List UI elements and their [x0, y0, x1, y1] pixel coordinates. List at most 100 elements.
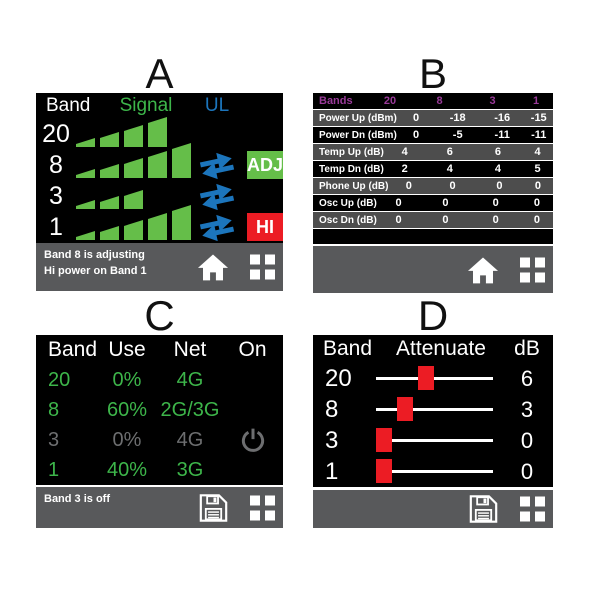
save-icon [469, 495, 498, 523]
slider-track[interactable] [376, 377, 493, 380]
save-button[interactable] [199, 493, 228, 522]
on-column-header: On [238, 338, 267, 361]
cell-value: 6 [446, 146, 453, 158]
cell-value: -16 [494, 112, 511, 124]
use-value: 0% [112, 428, 142, 451]
cell-value: 0 [449, 180, 456, 192]
menu-button[interactable] [250, 495, 275, 520]
cell-value: 4 [446, 163, 453, 175]
status-bar-a: Band 8 is adjusting Hi power on Band 1 [36, 243, 283, 291]
home-button[interactable] [198, 254, 228, 281]
row-label: Temp Up (dB) [319, 146, 384, 158]
signal-bar [148, 151, 167, 178]
adj-button[interactable]: ADJ [247, 151, 283, 179]
status-bar-icons [468, 256, 545, 283]
save-icon [199, 493, 228, 522]
slider-track[interactable] [376, 408, 493, 411]
db-value: 6 [520, 366, 534, 391]
cell-value: 0 [442, 214, 449, 226]
menu-grid-icon [250, 495, 275, 520]
band-number: 1 [325, 458, 339, 485]
cell-value: 0 [496, 180, 503, 192]
usage-screen-header: Band Use Net On [36, 335, 283, 365]
band-number: 8 [49, 151, 63, 179]
panel-c: C Band Use Net On 20 0% 4G 8 60% 2G/3G 3 0% 4G 1… [36, 292, 283, 528]
cell-value: 4 [534, 146, 541, 158]
table-header-cell: 8 [436, 95, 443, 107]
db-column-header: dB [514, 337, 540, 360]
use-value: 40% [106, 458, 148, 481]
cell-value: 0 [533, 214, 540, 226]
band-number: 3 [325, 427, 339, 454]
row-label: Temp Dn (dB) [319, 163, 384, 175]
menu-button[interactable] [250, 254, 275, 280]
status-bar-icons [198, 254, 275, 281]
signal-bar [100, 226, 119, 240]
band-number: 3 [48, 428, 60, 451]
status-bar-c: Band 3 is off [36, 487, 283, 528]
table-header-cell: 20 [383, 95, 397, 107]
signal-bar [124, 220, 143, 240]
hi-button[interactable]: HI [247, 213, 283, 241]
band-row: 1 HI [36, 205, 283, 243]
status-bar-b [313, 246, 553, 293]
readings-table: Bands 20 8 3 1 Power Up (dBm) 0 -18 -16 -15 Power… [313, 93, 553, 244]
uplink-indicator [193, 182, 241, 212]
band-number: 20 [325, 365, 352, 392]
slider-handle[interactable] [397, 397, 414, 421]
cell-value: 0 [413, 129, 420, 141]
band-row: 8 ADJ [36, 143, 283, 181]
table-row: Phone Up (dB) 0 0 0 0 [313, 178, 553, 195]
table-row: Power Up (dBm) 0 -18 -16 -15 [313, 110, 553, 127]
cell-value: 0 [395, 197, 402, 209]
menu-grid-icon [520, 496, 545, 522]
signal-bars [76, 143, 194, 178]
slider-handle[interactable] [376, 428, 392, 452]
slider-row: 20 6 [313, 363, 553, 394]
net-value: 2G/3G [160, 398, 220, 421]
status-message: Band 3 is off [44, 493, 111, 505]
cell-value: 0 [413, 112, 420, 124]
cell-value: 0 [492, 197, 499, 209]
signal-bar [124, 125, 143, 147]
home-button[interactable] [468, 256, 498, 283]
band-number: 3 [49, 182, 63, 210]
signal-bar [124, 158, 143, 178]
signal-bar [76, 138, 95, 147]
status-bar-icons [469, 495, 545, 524]
cell-value: 0 [395, 214, 402, 226]
band-number: 20 [42, 120, 70, 148]
menu-button[interactable] [520, 496, 545, 522]
slider-handle[interactable] [418, 366, 435, 390]
cell-value: 0 [442, 197, 449, 209]
table-header-cell: 3 [489, 95, 496, 107]
band-column-header: Band [48, 338, 98, 361]
band-row: 20 [36, 117, 283, 150]
panel-d: D Band Attenuate dB 20 6 8 3 3 0 1 0 [313, 292, 553, 528]
db-value: 3 [520, 397, 534, 422]
home-icon [468, 257, 498, 283]
save-button[interactable] [469, 495, 498, 524]
panel-c-label: C [144, 292, 175, 339]
home-icon [198, 254, 228, 281]
ul-column-header: UL [204, 95, 230, 116]
power-toggle[interactable] [222, 426, 283, 454]
table-row: Temp Up (dB) 4 6 6 4 [313, 144, 553, 161]
signal-bars [76, 190, 194, 209]
menu-button[interactable] [520, 257, 545, 282]
slider-handle[interactable] [376, 459, 392, 483]
slider-track[interactable] [376, 439, 493, 442]
cell-value: -5 [452, 129, 463, 141]
slider-track[interactable] [376, 470, 493, 473]
panel-d-label: D [417, 292, 449, 339]
db-value: 0 [520, 428, 534, 453]
uplink-indicator [193, 213, 241, 243]
band-column-header: Band [323, 337, 373, 360]
table-header-cell: Bands [319, 95, 353, 107]
cell-value: 0 [492, 214, 499, 226]
panel-a: A Band Signal UL 20 8 ADJ 3 1 HI Band 8 is… [36, 53, 283, 291]
power-icon [241, 428, 264, 452]
row-label: Phone Up (dB) [319, 180, 389, 192]
